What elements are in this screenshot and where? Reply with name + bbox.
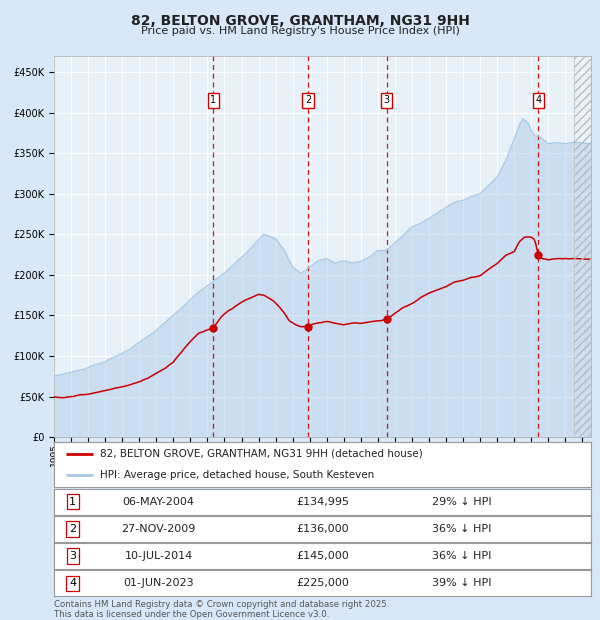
Text: £136,000: £136,000 xyxy=(296,524,349,534)
Text: Price paid vs. HM Land Registry's House Price Index (HPI): Price paid vs. HM Land Registry's House … xyxy=(140,26,460,36)
Text: 3: 3 xyxy=(69,551,76,561)
Text: 3: 3 xyxy=(384,95,390,105)
Text: 29% ↓ HPI: 29% ↓ HPI xyxy=(433,497,492,507)
Text: 82, BELTON GROVE, GRANTHAM, NG31 9HH: 82, BELTON GROVE, GRANTHAM, NG31 9HH xyxy=(131,14,469,28)
Text: £145,000: £145,000 xyxy=(296,551,349,561)
Text: £225,000: £225,000 xyxy=(296,578,349,588)
Text: HPI: Average price, detached house, South Kesteven: HPI: Average price, detached house, Sout… xyxy=(100,470,374,480)
Text: 36% ↓ HPI: 36% ↓ HPI xyxy=(433,551,492,561)
Text: 10-JUL-2014: 10-JUL-2014 xyxy=(125,551,193,561)
Text: 1: 1 xyxy=(69,497,76,507)
Text: 4: 4 xyxy=(69,578,76,588)
Text: 2: 2 xyxy=(305,95,311,105)
Text: 01-JUN-2023: 01-JUN-2023 xyxy=(124,578,194,588)
Text: 06-MAY-2004: 06-MAY-2004 xyxy=(123,497,195,507)
Text: 4: 4 xyxy=(535,95,542,105)
Text: Contains HM Land Registry data © Crown copyright and database right 2025.
This d: Contains HM Land Registry data © Crown c… xyxy=(54,600,389,619)
Text: 27-NOV-2009: 27-NOV-2009 xyxy=(122,524,196,534)
Text: 36% ↓ HPI: 36% ↓ HPI xyxy=(433,524,492,534)
Text: 39% ↓ HPI: 39% ↓ HPI xyxy=(433,578,492,588)
Text: 1: 1 xyxy=(211,95,217,105)
Text: 82, BELTON GROVE, GRANTHAM, NG31 9HH (detached house): 82, BELTON GROVE, GRANTHAM, NG31 9HH (de… xyxy=(100,449,422,459)
Text: £134,995: £134,995 xyxy=(296,497,349,507)
Text: 2: 2 xyxy=(69,524,76,534)
